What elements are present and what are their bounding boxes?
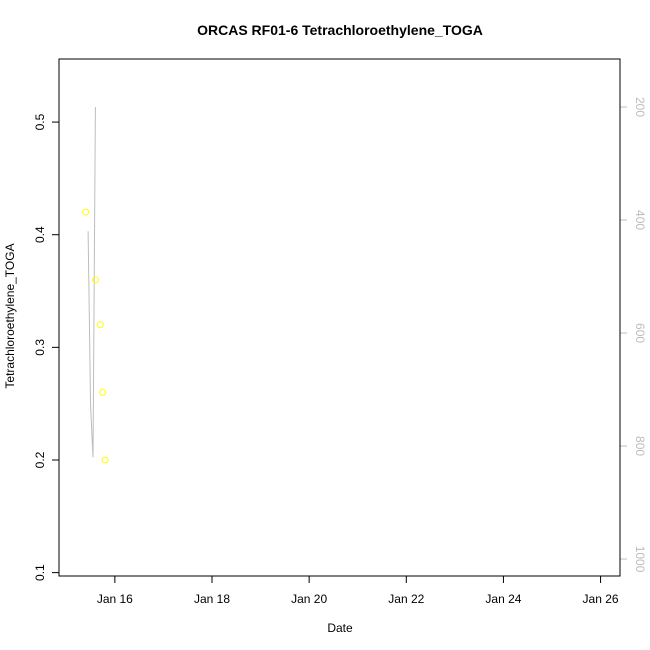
data-point [82,208,90,216]
y-tick-label: 0.3 [33,339,47,356]
y-tick-label: 0.4 [33,226,47,243]
data-point [91,276,99,284]
y-tick-label: 0.1 [33,564,47,581]
plot-frame [58,58,621,577]
chart-title: ORCAS RF01-6 Tetrachloroethylene_TOGA [197,22,483,38]
y-right-tick-label: 600 [633,323,647,343]
y-right-tick-label: 800 [633,436,647,456]
x-axis-label: Date [327,621,353,635]
data-point [99,388,107,396]
x-tick-label: Jan 18 [194,592,230,606]
data-point [96,321,104,329]
x-tick-label: Jan 16 [97,592,133,606]
x-tick-label: Jan 26 [583,592,619,606]
y-tick-label: 0.2 [33,451,47,468]
chart-marks: Jan 16 Jan 18 Jan 20 Jan 22 Jan 24 Jan 26 0.1 0… [33,97,647,606]
x-tick-label: Jan 22 [388,592,424,606]
y-right-tick-label: 1000 [633,546,647,573]
y-axis-label: Tetrachloroethylene_TOGA [3,243,17,388]
x-tick-label: Jan 24 [485,592,521,606]
y-right-tick-label: 200 [633,97,647,117]
y-tick-label: 0.5 [33,113,47,130]
y-right-tick-label: 400 [633,210,647,230]
data-point [101,456,109,464]
x-tick-label: Jan 20 [291,592,327,606]
